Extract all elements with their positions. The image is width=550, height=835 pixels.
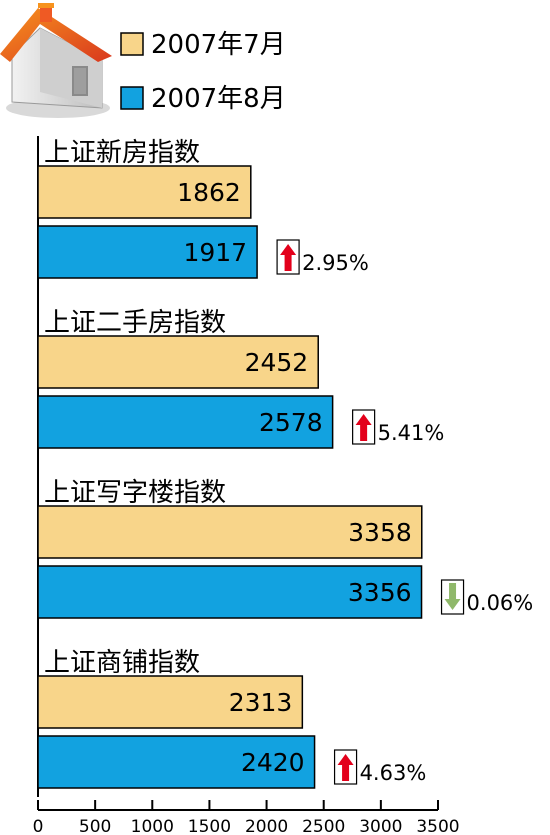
bar-value-1-1: 1862 [177,178,241,207]
arrow-down-icon [444,583,461,610]
bar-value-4-2: 2420 [241,748,305,777]
change-label-1: 2.95% [302,251,369,275]
arrow-up-icon [355,414,372,441]
bar-3-1 [37,505,423,559]
category-label-3: 上证写字楼指数 [44,478,226,508]
bar-1-1 [37,165,252,219]
bar-value-2-2: 2578 [259,408,323,437]
x-tick-label-7: 3000 [359,817,402,835]
x-tick-label-2: 500 [79,817,111,835]
plot-area: 上证新房指数 1862 1917 2.95% 上证二手房指数 2452 2578 5.41% 上… [33,136,534,835]
bar-1-2 [37,225,258,279]
bar-4-2 [37,735,316,789]
bar-3-2 [37,565,423,619]
legend-swatch-1 [120,32,144,56]
house-icon [0,3,112,118]
x-tick-label-5: 2000 [245,817,288,835]
legend-label-1: 2007年7月 [151,30,286,60]
bar-value-2-1: 2452 [245,348,309,377]
bar-value-4-1: 2313 [229,688,293,717]
legend: 2007年7月 2007年8月 [120,30,286,114]
x-tick-label-8: 3500 [416,817,459,835]
change-label-3: 0.06% [467,591,534,615]
arrow-up-icon [280,244,297,271]
arrow-up-icon [337,754,354,781]
category-label-4: 上证商铺指数 [44,648,200,678]
bar-value-3-2: 3356 [348,578,412,607]
legend-swatch-2 [120,86,144,110]
bar-2-2 [37,395,334,449]
category-label-1: 上证新房指数 [44,138,200,168]
x-tick-label-4: 1500 [188,817,231,835]
legend-label-2: 2007年8月 [151,84,286,114]
change-label-2: 5.41% [378,421,445,445]
x-tick-label-6: 2500 [302,817,345,835]
bar-4-1 [37,675,304,729]
bar-2-1 [37,335,319,389]
change-label-4: 4.63% [360,761,427,785]
bar-value-3-1: 3358 [348,518,412,547]
category-label-2: 上证二手房指数 [44,308,226,338]
bar-value-1-2: 1917 [183,238,247,267]
x-tick-label-3: 1000 [131,817,174,835]
x-tick-label-1: 0 [33,817,44,835]
